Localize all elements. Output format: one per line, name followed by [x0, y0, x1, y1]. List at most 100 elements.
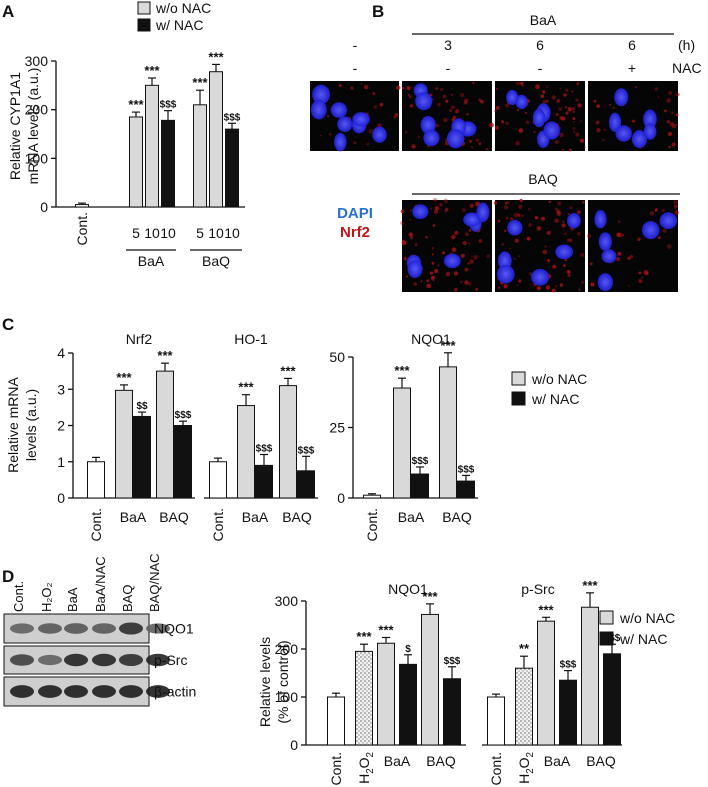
nrf2-signal: [460, 253, 465, 258]
nrf2-signal: [510, 217, 514, 221]
x-tick-label: Cont.: [210, 508, 226, 541]
micrograph-image: [400, 198, 492, 292]
nrf2-signal: [545, 285, 551, 290]
bar: [255, 464, 273, 499]
nrf2-signal: [501, 120, 505, 124]
legend-label-w-nac: w/ NAC: [155, 17, 203, 33]
nrf2-signal: [557, 201, 562, 206]
nrf2-signal: [462, 240, 467, 246]
nrf2-signal: [572, 127, 576, 130]
nrf2-signal: [627, 256, 631, 260]
dapi-nucleus: [608, 112, 622, 132]
nrf2-signal: [552, 264, 557, 269]
nrf2-signal: [509, 247, 512, 250]
nrf2-signal: [434, 209, 439, 214]
nrf2-signal: [671, 142, 676, 147]
nrf2-signal: [431, 246, 435, 250]
nrf2-signal: [554, 139, 559, 145]
dapi-nucleus: [555, 244, 573, 260]
nrf2-signal: [366, 143, 370, 146]
blot-band: [10, 654, 34, 666]
nrf2-signal: [571, 90, 574, 93]
bar: [193, 104, 207, 208]
nrf2-signal: [393, 116, 397, 119]
bar: [297, 470, 315, 499]
nrf2-signal: [556, 99, 561, 103]
nrf2-signal: [480, 100, 484, 104]
bar: [581, 606, 599, 746]
dapi-nucleus: [643, 123, 657, 140]
dapi-nucleus: [334, 132, 347, 152]
x-tick-label: BAQ: [442, 509, 472, 525]
nrf2-signal: [564, 258, 567, 262]
significance-star: **: [519, 641, 530, 656]
bar: [75, 204, 89, 208]
b-hours-unit: (h): [678, 37, 695, 53]
nrf2-signal: [468, 242, 471, 245]
nrf2-signal: [661, 209, 665, 213]
nrf2-signal: [338, 84, 342, 88]
significance-star: ***: [422, 589, 438, 604]
nrf2-signal: [503, 205, 509, 210]
nrf2-signal: [498, 286, 501, 289]
nrf2-signal: [434, 268, 439, 274]
nrf2-signal: [536, 286, 541, 291]
nrf2-signal: [629, 255, 634, 259]
nrf2-signal: [463, 100, 468, 105]
y-tick-label: 50: [329, 349, 345, 365]
nrf2-signal: [466, 112, 469, 116]
nrf2-signal: [616, 256, 621, 262]
nrf2-signal: [583, 146, 586, 149]
b-bottom-header: BAQ: [528, 171, 558, 187]
significance-dollar: $$$: [444, 656, 461, 667]
b-nac-2: -: [538, 60, 543, 76]
dapi-nucleus: [423, 129, 440, 147]
nrf2-signal: [643, 270, 649, 275]
nrf2-signal: [527, 207, 531, 211]
nrf2-signal: [524, 111, 527, 114]
nrf2-signal: [666, 98, 671, 103]
nrf2-signal: [434, 206, 440, 211]
nrf2-signal: [417, 135, 420, 139]
micrograph-image: [401, 81, 494, 151]
significance-dollar: $$$: [560, 660, 577, 671]
nrf2-signal: [319, 134, 322, 137]
micrograph-image: [494, 81, 586, 152]
bar: [355, 650, 373, 746]
blot-lane-label: BAQ: [120, 585, 135, 612]
nrf2-signal: [468, 282, 472, 286]
y-tick-label: 100: [275, 689, 299, 705]
blot-band: [119, 685, 143, 698]
blot-band: [64, 623, 88, 634]
nrf2-signal: [401, 87, 404, 90]
nrf2-signal: [641, 276, 644, 279]
x-tick-label: BAQ: [426, 753, 456, 769]
blot-band: [92, 623, 116, 634]
nrf2-signal: [622, 234, 625, 236]
significance-dollar: $$: [136, 401, 148, 412]
b-hours-1: 3: [444, 37, 452, 53]
x-tick-label: H2O2: [516, 752, 536, 784]
nrf2-signal: [542, 90, 546, 94]
significance-star: ***: [208, 49, 224, 64]
d-legend-label-wo-nac: w/o NAC: [619, 610, 675, 626]
nrf2-signal: [547, 259, 551, 263]
dapi-nucleus: [543, 121, 560, 140]
nrf2-signal: [638, 279, 643, 284]
significance-dollar: $: [405, 644, 411, 655]
nrf2-signal: [559, 132, 564, 138]
y-tick-label: 300: [275, 593, 299, 609]
x-tick-label: 10: [144, 225, 160, 241]
blot-row: p-Src: [3, 645, 187, 675]
b-hours-3: 6: [628, 37, 636, 53]
chart-title: NQO1: [411, 331, 451, 347]
dapi-nucleus: [614, 88, 629, 107]
nrf2-signal: [577, 232, 581, 236]
nrf2-signal: [493, 201, 497, 205]
dapi-nucleus: [567, 213, 581, 229]
nrf2-signal: [478, 239, 483, 243]
dapi-nucleus: [506, 89, 519, 106]
nrf2-signal: [471, 146, 473, 149]
nrf2-signal: [569, 148, 572, 152]
dapi-nucleus: [412, 204, 429, 220]
